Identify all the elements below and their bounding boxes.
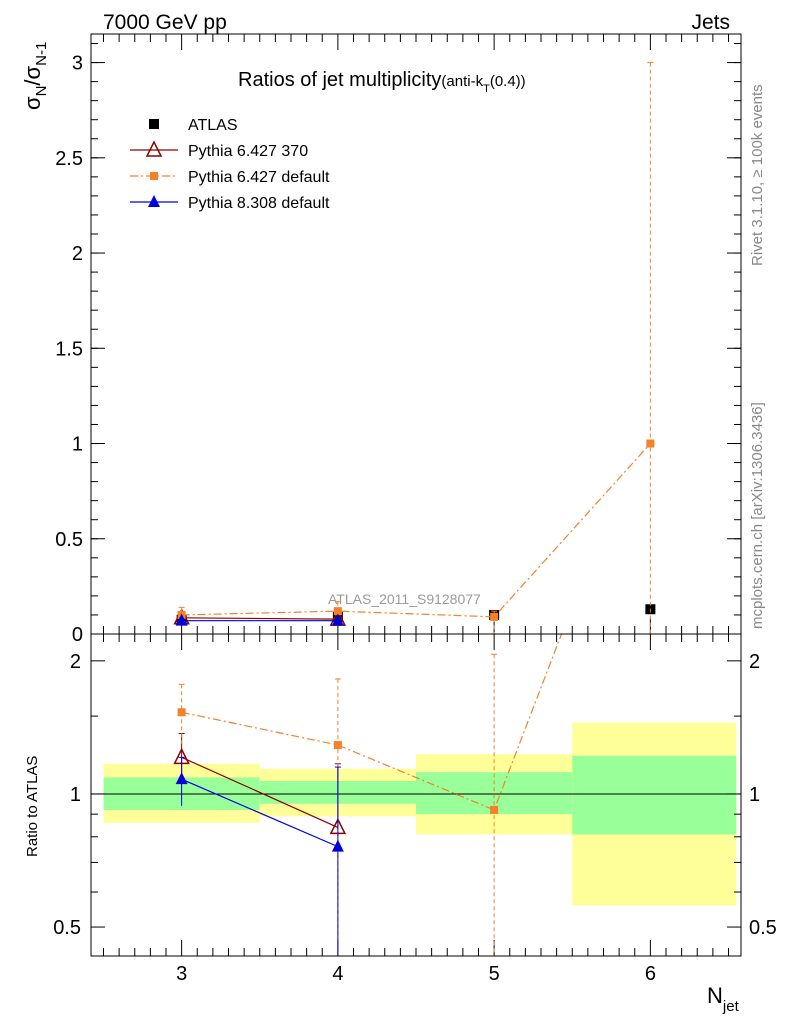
xlabel-n: N xyxy=(707,983,723,1008)
ratio-panel-frame xyxy=(90,633,742,957)
legend: ATLAS Pythia 6.427 370 Pythia 6.427 defaul… xyxy=(130,117,330,212)
legend-label-2: Pythia 6.427 default xyxy=(188,169,330,186)
main-ytick-label: 0.5 xyxy=(55,529,83,551)
analysis-watermark: ATLAS_2011_S9128077 xyxy=(328,591,481,607)
legend-label-0: ATLAS xyxy=(188,117,238,134)
ylabel-sigma: σ xyxy=(20,96,45,110)
ratio-ytick-label-right: 2 xyxy=(749,651,760,673)
ratio-line-2 xyxy=(181,778,339,848)
ylabel-slash-sigma: /σ xyxy=(20,65,45,85)
band-inner-3 xyxy=(572,755,737,835)
main-point-2 xyxy=(333,607,342,616)
title-text: Ratios of jet multiplicity xyxy=(238,69,441,91)
main-line-1 xyxy=(181,617,338,620)
main-chart-title: Ratios of jet multiplicity(anti-kT(0.4)) xyxy=(238,69,526,95)
xtick-label: 5 xyxy=(489,963,500,985)
title-suffix: (anti-k xyxy=(441,73,483,90)
ratio-axes: 3 4 5 6 0.5 0.5 1 1 2 2 xyxy=(53,34,777,985)
ratio-ytick-label-left: 0.5 xyxy=(53,917,81,939)
xtick-label: 3 xyxy=(176,963,187,985)
ratio-ytick-label-left: 1 xyxy=(70,784,81,806)
ratio-line-0 xyxy=(181,756,339,828)
ratio-point-1 xyxy=(490,805,499,814)
main-ytick-label: 1.5 xyxy=(55,338,83,360)
xtick-label: 4 xyxy=(332,963,343,985)
main-ytick-label: 1 xyxy=(72,434,83,456)
ratio-point-1 xyxy=(177,708,186,717)
xlabel-sub-jet: jet xyxy=(722,998,740,1015)
legend-marker-2 xyxy=(150,172,158,180)
x-axis-label: Njet xyxy=(707,983,740,1015)
main-axes: 0 0.5 1 1.5 2 2.5 3 xyxy=(55,43,741,646)
main-ytick-label: 0 xyxy=(72,624,83,646)
legend-marker-0 xyxy=(149,119,159,129)
legend-marker-3 xyxy=(148,195,160,207)
ratio-uncertainty-bands xyxy=(103,722,737,906)
legend-label-3: Pythia 8.308 default xyxy=(188,195,330,212)
ratio-point-2 xyxy=(331,839,344,852)
main-ytick-label: 2.5 xyxy=(55,148,83,170)
main-series-layer xyxy=(173,62,656,634)
main-y-axis-label: σN/σN-1 xyxy=(20,42,50,110)
xtick-label: 6 xyxy=(645,963,656,985)
main-point-3 xyxy=(331,613,344,626)
header-energy: 7000 GeV pp xyxy=(103,11,227,34)
ratio-line-1 xyxy=(181,634,563,811)
header-process: Jets xyxy=(691,11,730,34)
ratio-y-axis-label: Ratio to ATLAS xyxy=(24,756,41,857)
ratio-series-layer xyxy=(173,634,563,956)
ratio-point-1 xyxy=(333,741,342,750)
main-point-2 xyxy=(490,612,499,621)
title-tail: (0.4)) xyxy=(490,73,526,90)
ratio-point-2 xyxy=(175,772,188,785)
main-ytick-label: 3 xyxy=(72,53,83,75)
main-ytick-label: 2 xyxy=(72,243,83,265)
ylabel-sub-n: N xyxy=(33,86,50,97)
legend-label-1: Pythia 6.427 370 xyxy=(188,143,308,160)
rivet-version-label: Rivet 3.1.10, ≥ 100k events xyxy=(749,84,766,266)
ylabel-sub-n-1: N-1 xyxy=(33,42,50,66)
ratio-ytick-label-left: 2 xyxy=(70,651,81,673)
main-point-3 xyxy=(175,613,188,626)
legend-marker-1 xyxy=(145,140,163,157)
main-point-2 xyxy=(646,439,655,448)
title-sub: T xyxy=(483,83,490,95)
ratio-ytick-label-right: 0.5 xyxy=(749,917,777,939)
mcplots-reference-label: mcplots.cern.ch [arXiv:1306.3436] xyxy=(749,402,766,629)
ratio-ytick-label-right: 1 xyxy=(749,784,760,806)
